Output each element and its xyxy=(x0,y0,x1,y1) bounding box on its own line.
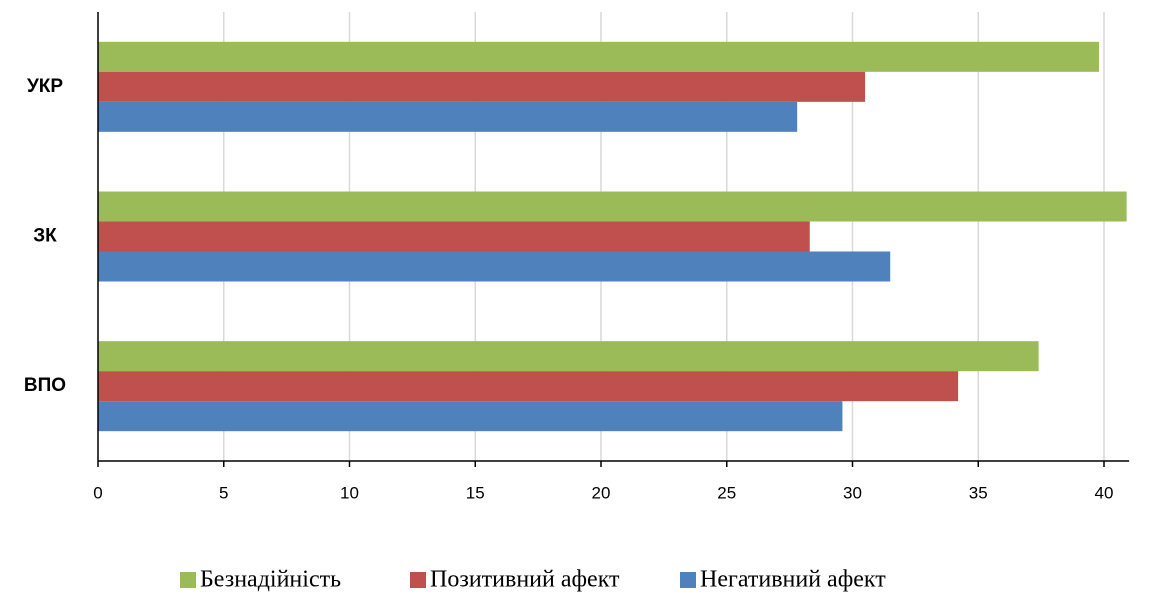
y-tick-label: ВПО xyxy=(24,375,66,396)
x-tick-label: 0 xyxy=(93,483,102,502)
x-tick-label: 5 xyxy=(219,483,228,502)
legend-label: Негативний афект xyxy=(700,567,886,593)
x-tick-label: 40 xyxy=(1095,483,1114,502)
legend-swatch xyxy=(180,572,196,588)
x-tick-label: 25 xyxy=(717,483,736,502)
bar xyxy=(98,191,1127,222)
x-tick-label: 20 xyxy=(592,483,611,502)
y-tick-label: ЗК xyxy=(33,226,57,247)
legend-label: Безнадійність xyxy=(200,567,341,593)
bar xyxy=(98,341,1039,372)
bar xyxy=(98,101,798,132)
y-tick-label: УКР xyxy=(27,76,63,97)
legend-swatch xyxy=(410,572,426,588)
bar xyxy=(98,401,843,432)
bar xyxy=(98,71,866,102)
x-tick-label: 15 xyxy=(466,483,485,502)
x-tick-label: 35 xyxy=(969,483,988,502)
legend-swatch xyxy=(680,572,696,588)
bar xyxy=(98,41,1099,72)
bar xyxy=(98,221,810,252)
x-tick-label: 30 xyxy=(843,483,862,502)
bar xyxy=(98,251,891,282)
bar xyxy=(98,371,959,402)
legend-label: Позитивний афект xyxy=(430,567,620,593)
x-tick-label: 10 xyxy=(340,483,359,502)
